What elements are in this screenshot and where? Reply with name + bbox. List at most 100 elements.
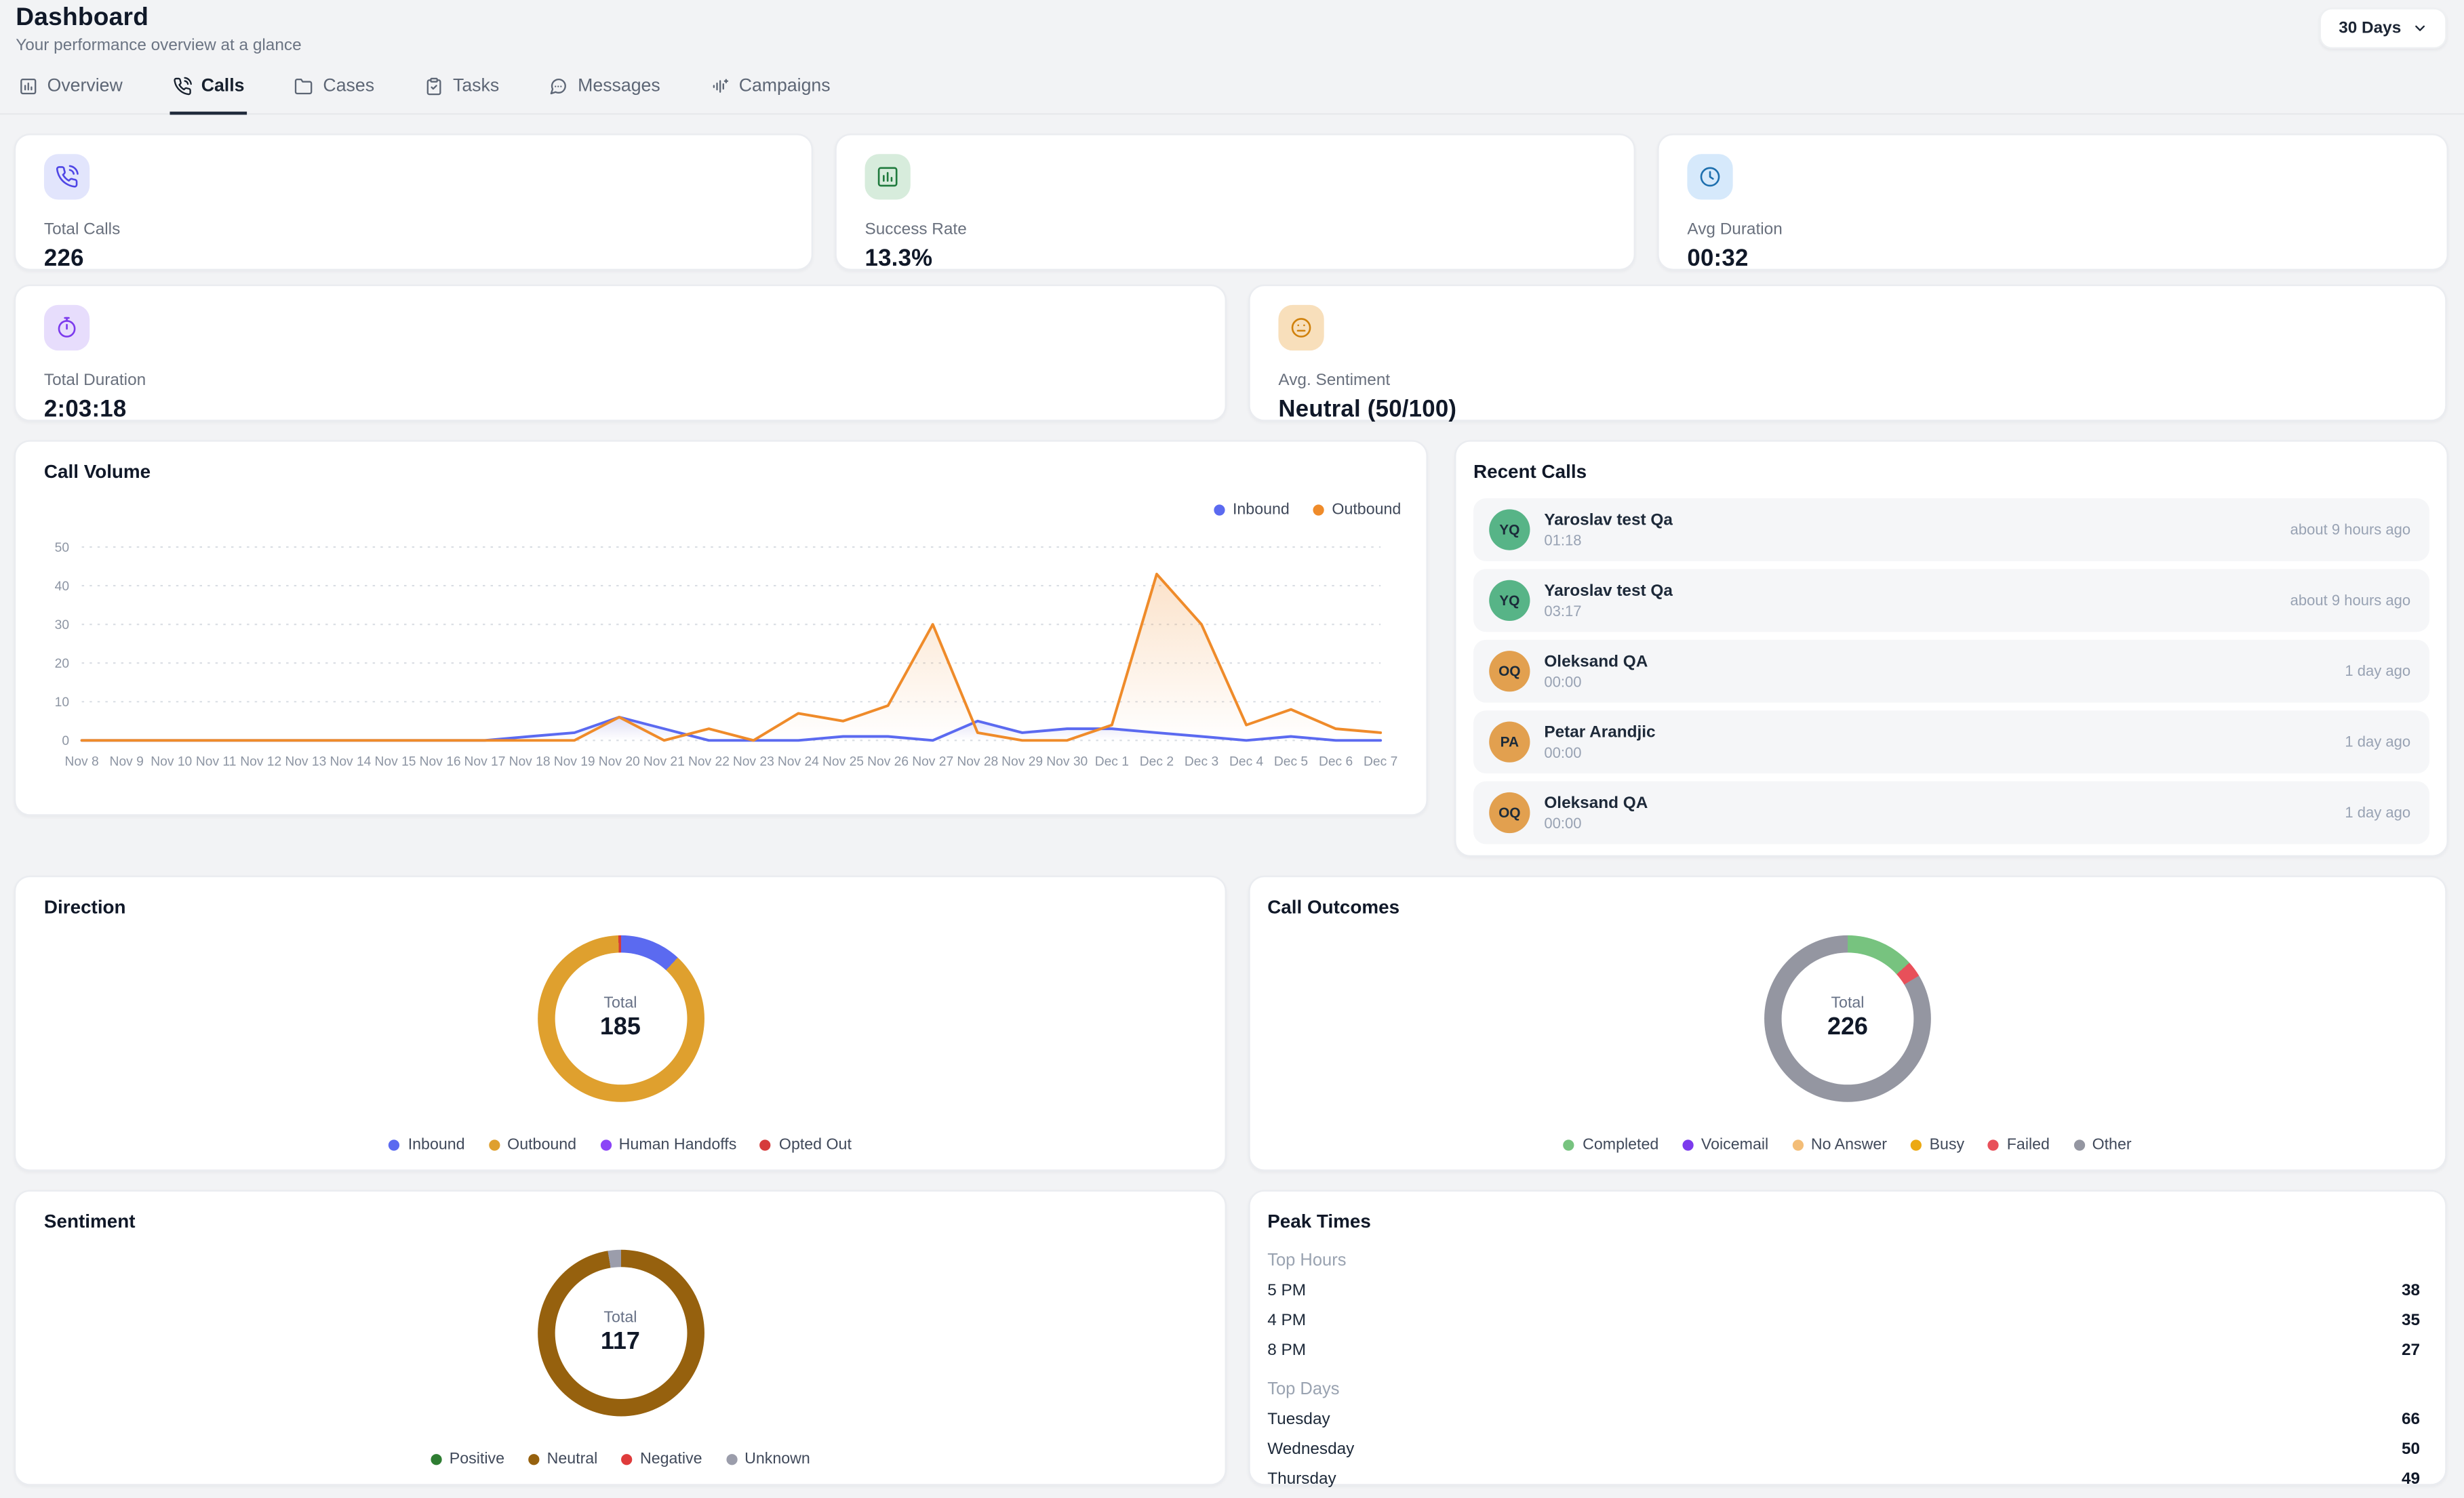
recent-call-item[interactable]: YQ Yaroslav test Qa 01:18 about 9 hours ago — [1473, 498, 2430, 561]
call-contact-name: Yaroslav test Qa — [1544, 580, 1673, 600]
peak-value: 49 — [2402, 1469, 2421, 1489]
legend-dot — [1910, 1139, 1922, 1151]
svg-text:20: 20 — [55, 657, 69, 671]
legend-dot — [621, 1454, 633, 1465]
donut-center-value: 185 — [599, 1013, 641, 1041]
tab-campaigns[interactable]: Campaigns — [707, 73, 833, 115]
legend-dot — [1564, 1139, 1575, 1151]
peak-label: Thursday — [1267, 1469, 1336, 1489]
chevron-down-icon — [2412, 20, 2428, 36]
avatar: PA — [1489, 721, 1530, 763]
stat-label: Total Calls — [43, 220, 121, 239]
call-volume-card: Call Volume Inbound Outbound 50 40 30 20 10 0 N… — [14, 440, 1428, 816]
direction-donut-chart: Total 185 — [536, 935, 704, 1102]
call-timestamp: about 9 hours ago — [2290, 521, 2411, 539]
donut-center-label: Total — [603, 1309, 637, 1327]
clipboard-check-icon — [426, 77, 441, 95]
message-dots-icon — [551, 77, 567, 94]
legend-dot — [389, 1139, 401, 1151]
tab-label: Campaigns — [738, 76, 831, 96]
timer-icon-badge — [43, 304, 90, 351]
peak-row-5-pm: 5 PM 38 — [1267, 1275, 2420, 1305]
legend-dot — [1987, 1139, 2000, 1151]
peak-label: 4 PM — [1267, 1310, 1307, 1329]
legend-item-voicemail: Voicemail — [1682, 1137, 1768, 1154]
svg-text:Nov 11: Nov 11 — [196, 754, 237, 769]
call-timestamp: 1 day ago — [2345, 733, 2411, 751]
call-timestamp: 1 day ago — [2345, 804, 2411, 822]
svg-text:50: 50 — [55, 541, 69, 555]
svg-text:Nov 17: Nov 17 — [464, 754, 506, 769]
recent-call-item[interactable]: YQ Yaroslav test Qa 03:17 about 9 hours ago — [1473, 569, 2430, 632]
bar-chart-square-icon-badge — [865, 154, 911, 200]
card-title: Direction — [43, 895, 126, 918]
direction-card: Direction Total 185 Inbound Outbound Human… — [14, 875, 1227, 1171]
date-range-selector[interactable]: 30 Days — [2320, 7, 2447, 49]
svg-text:Nov 25: Nov 25 — [822, 754, 864, 769]
tab-tasks[interactable]: Tasks — [422, 73, 502, 115]
stat-label: Avg Duration — [1687, 220, 1783, 239]
recent-call-item[interactable]: OQ Oleksand QA 00:00 1 day ago — [1473, 639, 2430, 703]
card-title: Peak Times — [1267, 1210, 1371, 1233]
stat-card-avg-sentiment: Avg. Sentiment Neutral (50/100) — [1248, 284, 2447, 423]
call-volume-line-chart: 50 40 30 20 10 0 Nov 8 Nov 9 Nov 10 Nov 11 Nov 12 N… — [55, 541, 1398, 769]
timer-icon — [58, 317, 76, 338]
stat-value: 13.3% — [865, 245, 933, 272]
tab-label: Messages — [578, 76, 660, 96]
donut-center-label: Total — [603, 994, 637, 1013]
tab-calls[interactable]: Calls — [170, 73, 248, 115]
legend-dot — [528, 1454, 539, 1465]
svg-text:Dec 1: Dec 1 — [1095, 754, 1129, 769]
stat-card-success-rate: Success Rate 13.3% — [835, 134, 1635, 272]
stat-card-total-calls: Total Calls 226 — [14, 134, 813, 272]
legend-item-negative: Negative — [621, 1451, 702, 1468]
svg-text:Nov 30: Nov 30 — [1046, 754, 1088, 769]
phone-call-icon-badge — [43, 154, 90, 200]
svg-text:40: 40 — [55, 580, 69, 594]
call-duration: 00:00 — [1544, 744, 1582, 762]
legend-dot — [726, 1454, 737, 1465]
call-outcomes-card: Call Outcomes Total 226 Completed Voicema… — [1248, 875, 2447, 1171]
svg-text:Nov 21: Nov 21 — [643, 754, 685, 769]
svg-text:Nov 14: Nov 14 — [330, 754, 371, 769]
peak-label: Wednesday — [1267, 1439, 1355, 1458]
call-duration: 03:17 — [1544, 603, 1582, 620]
legend-dot — [1791, 1139, 1804, 1151]
stat-label: Success Rate — [865, 220, 967, 239]
svg-text:Nov 24: Nov 24 — [778, 754, 819, 769]
tab-overview[interactable]: Overview — [16, 73, 125, 115]
legend-dot — [1214, 504, 1225, 516]
call-volume-legend: Inbound Outbound — [1214, 502, 1401, 519]
peak-row-8-pm: 8 PM 27 — [1267, 1335, 2420, 1364]
call-duration: 01:18 — [1544, 532, 1582, 550]
phone-call-icon — [56, 165, 79, 188]
meh-face-icon-badge — [1278, 304, 1324, 351]
tab-messages[interactable]: Messages — [547, 73, 664, 115]
tab-cases[interactable]: Cases — [292, 73, 378, 115]
legend-dot — [2073, 1139, 2084, 1151]
call-contact-name: Oleksand QA — [1544, 792, 1648, 812]
recent-call-item[interactable]: PA Petar Arandjic 00:00 1 day ago — [1473, 710, 2430, 774]
call-duration: 00:00 — [1544, 673, 1582, 691]
svg-text:Dec 7: Dec 7 — [1364, 754, 1397, 769]
page-subtitle: Your performance overview at a glance — [16, 36, 302, 56]
svg-text:Nov 26: Nov 26 — [867, 754, 909, 769]
stat-card-avg-duration: Avg Duration 00:32 — [1657, 134, 2448, 272]
folder-icon — [295, 77, 313, 94]
legend-item-completed: Completed — [1564, 1137, 1658, 1154]
svg-text:Nov 10: Nov 10 — [151, 754, 192, 769]
recent-call-item[interactable]: OQ Oleksand QA 00:00 1 day ago — [1473, 781, 2430, 845]
avatar: OQ — [1489, 651, 1530, 692]
legend-item-neutral: Neutral — [528, 1451, 597, 1468]
sentiment-donut-chart: Total 117 — [536, 1249, 704, 1417]
card-title: Call Volume — [43, 460, 151, 483]
call-info: Oleksand QA 00:00 — [1544, 793, 2345, 832]
call-info: Yaroslav test Qa 03:17 — [1544, 581, 2290, 620]
peak-value: 66 — [2402, 1409, 2421, 1428]
bar-chart-square-icon — [20, 77, 37, 94]
svg-text:Nov 29: Nov 29 — [1001, 754, 1043, 769]
tab-label: Tasks — [453, 76, 500, 96]
svg-text:30: 30 — [55, 618, 69, 632]
call-outcomes-donut-chart: Total 226 — [1764, 935, 1931, 1102]
